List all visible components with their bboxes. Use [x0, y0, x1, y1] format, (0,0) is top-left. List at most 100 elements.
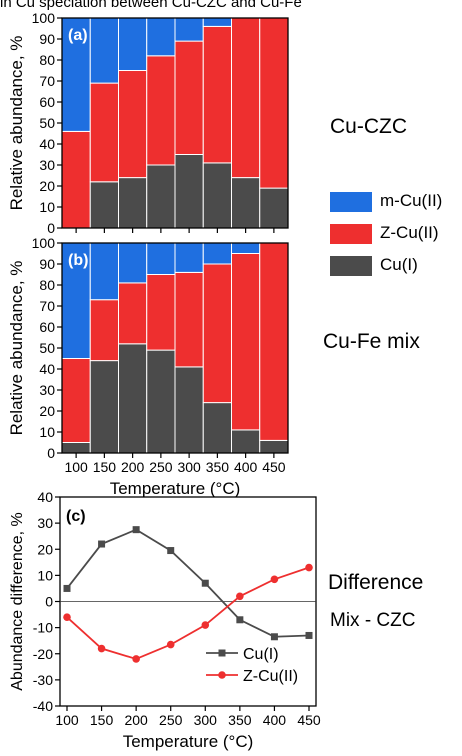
- point-z-cu-ii-200: [132, 655, 140, 663]
- y-tick-label-b: 80: [39, 277, 55, 293]
- legend-swatch-cu-i: [330, 256, 372, 276]
- bar-b-m-cu-ii-350: [202, 242, 232, 265]
- point-z-cu-ii-400: [270, 575, 279, 584]
- point-cu-i-100: [63, 584, 71, 592]
- point-cu-i-350: [236, 616, 244, 624]
- point-z-cu-ii-350: [236, 592, 244, 601]
- bar-a-m-cu-ii-100: [61, 17, 91, 132]
- y-tick-label-a: 20: [39, 178, 55, 194]
- point-z-cu-ii-100: [63, 613, 71, 621]
- label-cu-fe-mix: Cu-Fe mix: [323, 330, 420, 353]
- point-z-cu-ii-300: [201, 621, 210, 629]
- y-tick-label-c: 10: [37, 567, 53, 583]
- y-tick-label-c: 20: [37, 541, 53, 557]
- header-text: in Cu speciation between Cu-CZC and Cu-F…: [0, 0, 302, 11]
- panel-a: 0 10 20 30 40 50 60 70 80 90 100 (a) Relative abunda…: [7, 10, 289, 236]
- y-tick-label-b: 100: [32, 235, 56, 251]
- y-tick-label-c: 30: [37, 515, 53, 531]
- y-tick-label-b: 70: [39, 298, 55, 314]
- bar-a-cu-i-200: [118, 177, 148, 229]
- point-cu-i-250: [167, 547, 175, 555]
- legend-marker-z-cu-ii: [218, 671, 226, 679]
- x-tick-label-b: 350: [206, 459, 230, 475]
- bar-a-m-cu-ii-150: [89, 17, 119, 84]
- bar-b-cu-i-100: [61, 442, 91, 454]
- bar-b-cu-i-450: [259, 439, 289, 454]
- y-tick-label-b: 60: [39, 319, 55, 335]
- y-tick-label-a: 60: [39, 94, 55, 110]
- label-mix-czc: Mix - CZC: [330, 610, 416, 631]
- y-tick-label-c: 40: [37, 489, 53, 505]
- x-tick-label-c: 300: [194, 712, 218, 728]
- bar-b-cu-i-250: [146, 349, 176, 454]
- y-axis-label-a: Relative abundance, %: [7, 36, 26, 211]
- y-tick-label-a: 100: [32, 10, 56, 26]
- x-tick-label-c: 150: [90, 712, 114, 728]
- bar-a-m-cu-ii-250: [146, 17, 176, 57]
- point-cu-i-200: [132, 526, 140, 534]
- y-tick-label-b: 50: [39, 340, 55, 356]
- x-tick-label-b: 300: [177, 459, 201, 475]
- y-tick-label-a: 30: [39, 157, 55, 173]
- bar-a-cu-i-350: [202, 162, 232, 229]
- y-tick-label-b: 30: [39, 382, 55, 398]
- bar-a-z-cu-ii-450: [259, 17, 289, 189]
- bar-b-z-cu-ii-100: [61, 358, 91, 443]
- bar-b-m-cu-ii-250: [146, 242, 176, 275]
- legend-label-z-cu: Z-Cu(II): [380, 223, 439, 242]
- y-tick-label-a: 50: [39, 115, 55, 131]
- y-tick-label-b: 90: [39, 256, 55, 272]
- bar-b-z-cu-ii-450: [259, 242, 289, 441]
- bar-a-z-cu-ii-200: [118, 70, 148, 179]
- x-tick-label-b: 400: [234, 459, 258, 475]
- bar-b-z-cu-ii-200: [118, 282, 148, 345]
- panel-label-a: (a): [68, 27, 88, 44]
- panel-c: -40 -30 -20 -10 0 10 20 30 40 100 150 200 250 300 350 4…: [9, 489, 321, 751]
- bar-b-z-cu-ii-150: [89, 299, 119, 362]
- label-cu-czc: Cu-CZC: [330, 115, 407, 138]
- y-tick-label-a: 80: [39, 52, 55, 68]
- series-line-z-cu-ii: [66, 566, 310, 660]
- x-tick-label-b: 100: [64, 459, 88, 475]
- bar-a-z-cu-ii-300: [174, 40, 204, 155]
- legend-label-z-cu-ii: Z-Cu(II): [243, 668, 298, 685]
- bar-a-cu-i-400: [231, 177, 261, 229]
- point-z-cu-ii-450: [305, 563, 313, 572]
- x-axis-label-b: Temperature (°C): [110, 479, 241, 498]
- bar-b-m-cu-ii-150: [89, 242, 119, 301]
- y-tick-label-b: 10: [39, 424, 55, 440]
- bar-b-z-cu-ii-300: [174, 271, 204, 368]
- legend-marker-cu-i: [218, 649, 226, 657]
- bar-b-z-cu-ii-350: [202, 263, 232, 404]
- bar-a-z-cu-ii-150: [89, 82, 119, 183]
- y-axis-label-c: Abundance difference, %: [9, 512, 26, 691]
- legend-label-cu-i: Cu(I): [380, 255, 418, 274]
- x-tick-label-c: 200: [124, 712, 148, 728]
- y-axis-label-b: Relative abundance, %: [7, 261, 26, 436]
- x-tick-label-c: 400: [263, 712, 287, 728]
- bar-b-cu-i-350: [202, 402, 232, 454]
- bar-a-m-cu-ii-200: [118, 17, 148, 71]
- legend-label-cu-i: Cu(I): [243, 646, 279, 663]
- panel-label-c: (c): [66, 508, 86, 525]
- point-cu-i-150: [98, 540, 106, 548]
- y-tick-label-b: 20: [39, 403, 55, 419]
- x-tick-label-c: 450: [297, 712, 321, 728]
- y-tick-label-a: 0: [47, 220, 55, 236]
- y-tick-label-a: 10: [39, 199, 55, 215]
- y-tick-label-c: 0: [45, 594, 53, 610]
- bar-b-cu-i-200: [118, 343, 148, 454]
- y-tick-label-b: 0: [47, 445, 55, 461]
- x-tick-label-b: 450: [262, 459, 286, 475]
- y-tick-label-c: -10: [33, 620, 53, 636]
- bar-a-z-cu-ii-100: [61, 130, 91, 229]
- x-tick-label-b: 250: [149, 459, 173, 475]
- bar-a-z-cu-ii-350: [202, 25, 232, 164]
- bar-b-cu-i-300: [174, 366, 204, 454]
- bar-b-m-cu-ii-400: [231, 242, 261, 254]
- panel-b: 0 10 20 30 40 50 60 70 80 90 100 100 150 200 250 300 350…: [7, 235, 289, 498]
- point-cu-i-450: [305, 631, 313, 639]
- point-z-cu-ii-150: [97, 644, 106, 653]
- y-tick-label-a: 70: [39, 73, 55, 89]
